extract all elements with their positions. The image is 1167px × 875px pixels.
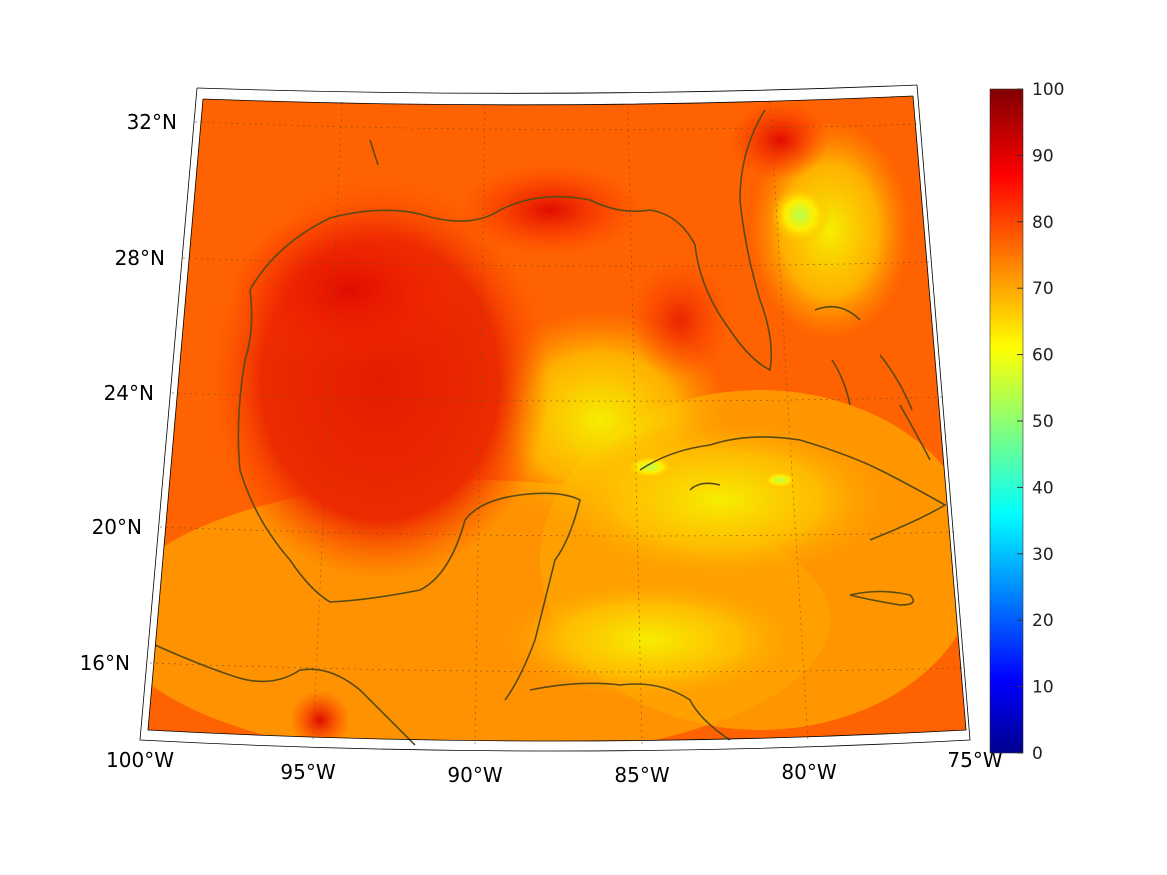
lon-label: 90°W bbox=[447, 763, 502, 787]
lat-label: 32°N bbox=[127, 110, 177, 134]
colorbar-tick-label: 40 bbox=[1032, 478, 1054, 498]
lat-label: 16°N bbox=[80, 651, 130, 675]
map-frame bbox=[139, 84, 971, 752]
colorbar-tick-label: 0 bbox=[1032, 744, 1043, 764]
lon-label: 100°W bbox=[106, 748, 174, 772]
graticule bbox=[149, 101, 963, 746]
coastlines bbox=[154, 109, 947, 746]
data-field bbox=[148, 96, 966, 741]
colorbar-tick-label: 90 bbox=[1032, 146, 1054, 166]
colorbar-tick-label: 10 bbox=[1032, 678, 1054, 698]
lat-label: 24°N bbox=[104, 381, 154, 405]
longitude-labels: 100°W 95°W 90°W 85°W 80°W 75°W bbox=[106, 748, 1003, 787]
colorbar-tick-label: 70 bbox=[1032, 279, 1054, 299]
lat-label: 28°N bbox=[115, 246, 165, 270]
lon-label: 95°W bbox=[280, 760, 335, 784]
lon-label: 80°W bbox=[781, 760, 836, 784]
lon-label: 85°W bbox=[614, 763, 669, 787]
lat-label: 20°N bbox=[92, 515, 142, 539]
colorbar-tick-label: 30 bbox=[1032, 545, 1054, 565]
latitude-labels: 32°N 28°N 24°N 20°N 16°N bbox=[80, 110, 177, 675]
colorbar-tick-label: 80 bbox=[1032, 213, 1054, 233]
colorbar-tick-label: 20 bbox=[1032, 611, 1054, 631]
colorbar-tick-label: 50 bbox=[1032, 412, 1054, 432]
colorbar-tick-label: 60 bbox=[1032, 346, 1054, 366]
colorbar-tick-label: 100 bbox=[1032, 80, 1064, 100]
